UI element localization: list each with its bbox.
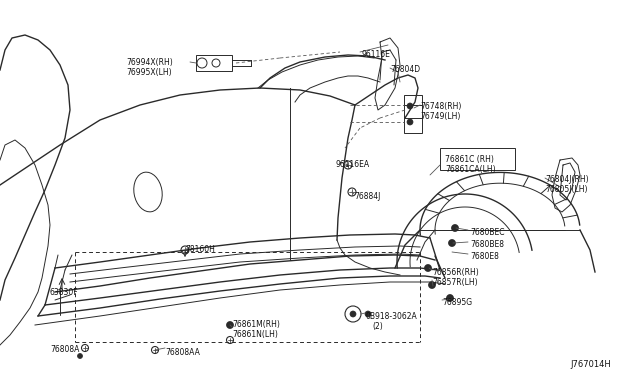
Circle shape	[407, 119, 413, 125]
Bar	[196, 55, 232, 71]
Circle shape	[365, 311, 371, 317]
Text: 76748(RH): 76748(RH)	[420, 102, 461, 111]
Circle shape	[447, 295, 454, 301]
Text: 96116EA: 96116EA	[336, 160, 370, 169]
Text: (2): (2)	[372, 322, 383, 331]
Text: 76861CA(LH): 76861CA(LH)	[445, 165, 495, 174]
Text: 78160H: 78160H	[185, 245, 215, 254]
Text: 76861M(RH): 76861M(RH)	[232, 320, 280, 329]
Text: 76805J(LH): 76805J(LH)	[545, 185, 588, 194]
Text: 76808AA: 76808AA	[165, 348, 200, 357]
Text: 76808A: 76808A	[50, 345, 79, 354]
Circle shape	[429, 282, 435, 289]
Text: 76804D: 76804D	[390, 65, 420, 74]
Text: 76994X(RH): 76994X(RH)	[126, 58, 173, 67]
Circle shape	[227, 337, 234, 343]
Circle shape	[451, 224, 458, 231]
Text: 76995X(LH): 76995X(LH)	[126, 68, 172, 77]
Text: 76861C (RH): 76861C (RH)	[445, 155, 494, 164]
Circle shape	[449, 240, 456, 247]
Bar	[440, 148, 515, 170]
Text: 96116E: 96116E	[362, 50, 391, 59]
Text: 76856R(RH): 76856R(RH)	[432, 268, 479, 277]
Text: 7680BE8: 7680BE8	[470, 240, 504, 249]
Circle shape	[424, 264, 431, 272]
Circle shape	[81, 344, 88, 352]
Text: J767014H: J767014H	[570, 360, 611, 369]
Circle shape	[344, 161, 352, 169]
Circle shape	[350, 311, 356, 317]
Text: 63830F: 63830F	[50, 288, 79, 297]
Text: 76895G: 76895G	[442, 298, 472, 307]
Circle shape	[407, 103, 413, 109]
Text: 76749(LH): 76749(LH)	[420, 112, 460, 121]
Text: 76804J(RH): 76804J(RH)	[545, 175, 589, 184]
Text: 76857R(LH): 76857R(LH)	[432, 278, 477, 287]
Circle shape	[348, 188, 356, 196]
Bar	[404, 95, 422, 133]
Circle shape	[227, 321, 234, 328]
Circle shape	[77, 353, 83, 359]
Text: 7680BEC: 7680BEC	[470, 228, 504, 237]
Circle shape	[152, 346, 159, 353]
Text: 76884J: 76884J	[354, 192, 380, 201]
Text: 7680E8: 7680E8	[470, 252, 499, 261]
Text: 76861N(LH): 76861N(LH)	[232, 330, 278, 339]
Text: 0B918-3062A: 0B918-3062A	[365, 312, 417, 321]
Circle shape	[181, 246, 189, 254]
